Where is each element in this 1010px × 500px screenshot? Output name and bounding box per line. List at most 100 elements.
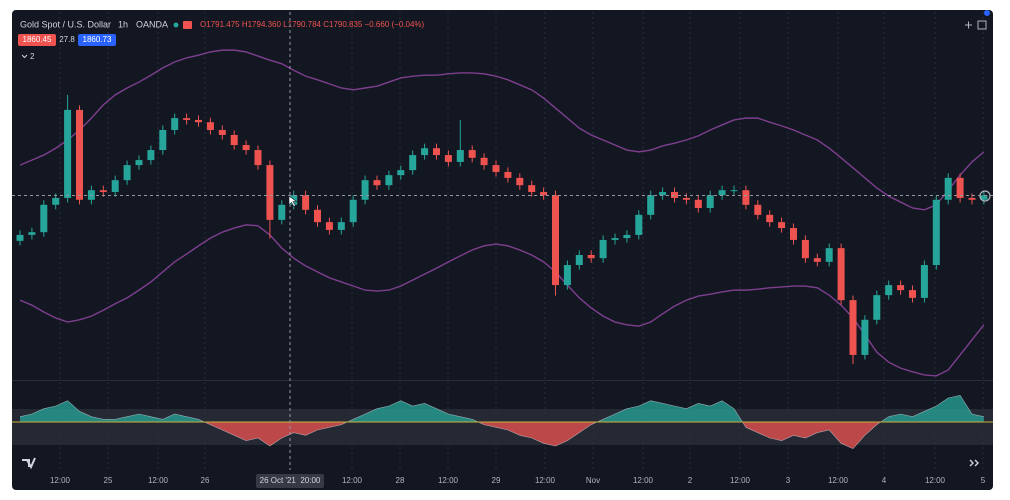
candle-body [635, 214, 643, 235]
candle-body [230, 134, 238, 146]
candle-body [552, 195, 559, 286]
lower-band [19, 224, 985, 377]
candle-body [278, 204, 286, 220]
candle-body [433, 148, 440, 156]
sell-price: 1860.45 [23, 35, 52, 44]
candle-body [718, 190, 726, 196]
candle-body [801, 239, 809, 259]
plus-icon[interactable] [965, 21, 972, 29]
candle-body [575, 254, 583, 266]
candle-body [659, 192, 667, 196]
candle-body [825, 248, 833, 262]
candle-body [492, 165, 500, 172]
candle-body [516, 177, 524, 186]
candle-body [397, 170, 405, 176]
candle-body [682, 197, 690, 200]
candle-body [623, 234, 631, 239]
candle-body [504, 171, 512, 178]
candle-body [944, 177, 952, 200]
candle-body [314, 209, 321, 223]
candle-body [373, 180, 381, 186]
collapse-icon[interactable] [21, 54, 28, 59]
candle-body [361, 180, 369, 200]
labels: 12:00 25 12:00 26 12:00 28 12:00 29 12:00 Nov 12:0… [50, 474, 986, 488]
source: OANDA [136, 19, 168, 29]
candle-body [444, 155, 452, 162]
candle-body [302, 195, 310, 210]
candle-body [254, 150, 262, 166]
candle-body [956, 177, 964, 198]
candle-body [813, 258, 821, 262]
sell-chip[interactable] [18, 34, 56, 46]
candle-body [599, 239, 607, 259]
candle-body [611, 238, 619, 240]
candle-body [99, 190, 107, 193]
candle-body [837, 248, 845, 301]
candle-body [861, 319, 869, 355]
candle-body [183, 118, 191, 120]
x-tick-label: 12:00 [342, 476, 363, 485]
buy-chip[interactable] [78, 34, 116, 46]
oscillator-line [19, 394, 984, 450]
candle-body [349, 199, 357, 223]
x-tick-label: Nov [586, 476, 600, 485]
buy-price: 1860.73 [83, 35, 112, 44]
candle-body [123, 165, 131, 181]
candle-body [540, 192, 548, 196]
x-tick-label: 12:00 [438, 476, 459, 485]
candle-body [266, 165, 274, 220]
candle-body [52, 197, 60, 205]
candle-body [206, 122, 214, 130]
indicator-count: 2 [30, 52, 35, 61]
candle-body [920, 265, 928, 298]
upper-band [19, 49, 985, 211]
candle-body [873, 295, 881, 320]
x-tick-label: 12:00 [50, 476, 71, 485]
candle-body [64, 109, 72, 198]
x-tick-label: 29 [492, 476, 501, 485]
candle-body [242, 145, 250, 151]
candle-body [409, 155, 417, 171]
candle-body [849, 300, 857, 355]
status-dot [173, 22, 179, 28]
candle-body [456, 150, 464, 162]
status-icon [183, 21, 192, 29]
oscillator [12, 394, 993, 450]
crosshair-target[interactable] [979, 190, 991, 202]
candle-body [706, 195, 714, 208]
candle-body [468, 150, 476, 158]
x-tick-label: 12:00 [535, 476, 556, 485]
x-tick-label: 12:00 [633, 476, 654, 485]
candle-body [135, 160, 143, 166]
candle-body [528, 185, 536, 193]
candle-body [730, 190, 738, 192]
x-tick-label: 26 [201, 476, 210, 485]
cursor [288, 195, 298, 207]
x-tick-label: 12:00 [730, 476, 751, 485]
crosshair-label: 26 Oct '21 20:00 [260, 476, 321, 485]
symbol-title: Gold Spot / U.S. Dollar [20, 19, 111, 29]
layout-icon[interactable] [977, 20, 987, 30]
candle-body [778, 222, 786, 229]
x-tick-label: 5 [981, 476, 986, 485]
candle-body [337, 222, 345, 230]
bands [19, 49, 985, 377]
candle-body [694, 199, 702, 208]
candle-body [754, 204, 762, 215]
x-tick-label: 2 [688, 476, 693, 485]
candle-body [790, 228, 797, 240]
candle-body [968, 197, 976, 200]
x-tick-label: 4 [882, 476, 887, 485]
candle-body [421, 148, 429, 156]
tv-logo[interactable] [22, 457, 36, 470]
x-tick-label: 12:00 [925, 476, 946, 485]
candle-body [909, 290, 916, 298]
candle-body [897, 285, 905, 291]
candle-body [40, 204, 48, 233]
ohlc-values: O1791.475 H1794.360 L1790.784 C1790.835 … [200, 20, 425, 29]
candle-body [159, 129, 167, 151]
candle-body [480, 157, 488, 166]
scroll-right[interactable] [969, 459, 979, 467]
candle-body [563, 265, 571, 286]
